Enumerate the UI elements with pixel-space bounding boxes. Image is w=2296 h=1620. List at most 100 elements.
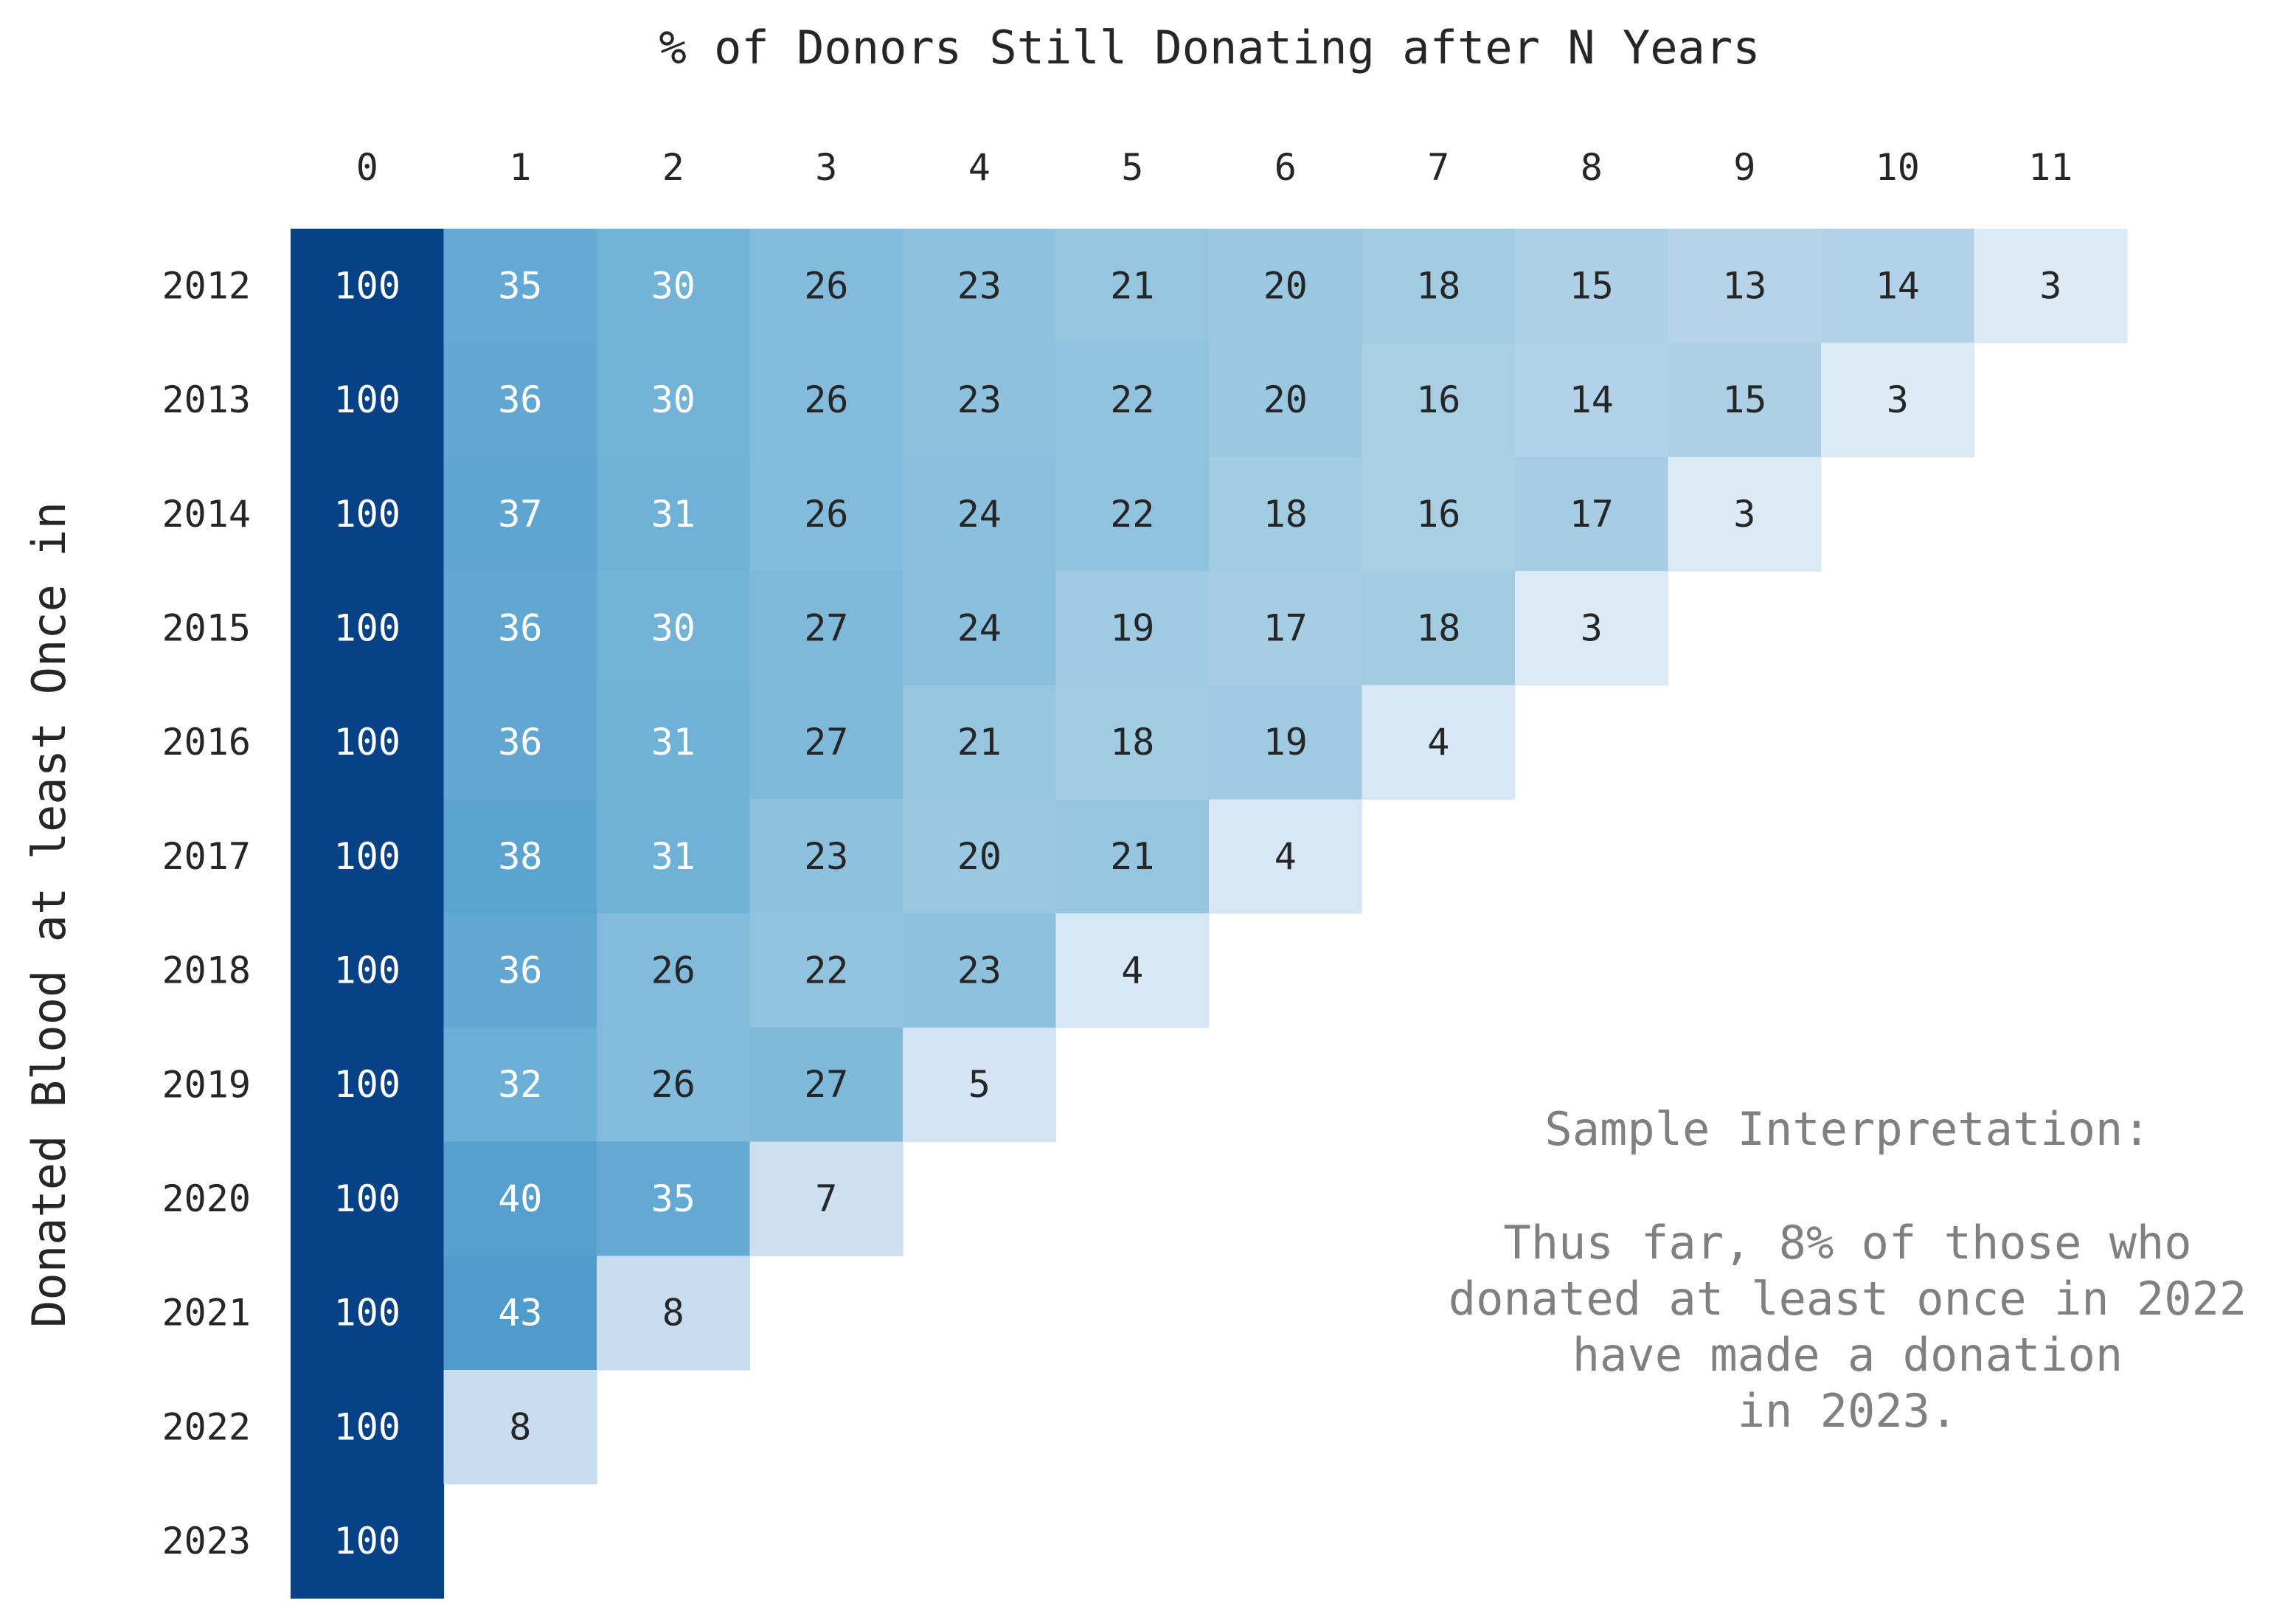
cell-value-label: 31 xyxy=(651,721,696,764)
heatmap-cell xyxy=(1821,229,1975,344)
heatmap-cell xyxy=(597,685,751,800)
cell-value-label: 26 xyxy=(804,493,848,536)
cell-value-label: 100 xyxy=(334,721,400,764)
cell-value-label: 23 xyxy=(957,264,1002,307)
heatmap-cell xyxy=(1209,342,1363,457)
heatmap-cell xyxy=(291,1256,445,1371)
cell-value-label: 3 xyxy=(1887,378,1909,421)
heatmap-cell xyxy=(291,342,445,457)
cell-value-label: 7 xyxy=(815,1177,837,1220)
heatmap-cell xyxy=(597,1141,751,1256)
x-tick-label: 1 xyxy=(509,146,531,189)
heatmap-cell xyxy=(443,799,597,914)
y-tick-label: 2020 xyxy=(162,1177,251,1220)
heatmap-cell xyxy=(1362,685,1516,800)
cell-value-label: 100 xyxy=(334,264,400,307)
x-tick-label: 6 xyxy=(1274,146,1297,189)
heatmap-cell xyxy=(903,1027,1057,1143)
x-tick-label: 7 xyxy=(1427,146,1449,189)
heatmap-cell xyxy=(597,229,751,344)
heatmap-cell xyxy=(443,913,597,1028)
heatmap-cell xyxy=(291,1141,445,1256)
cell-value-label: 18 xyxy=(1263,493,1308,536)
cell-value-label: 4 xyxy=(1274,835,1297,878)
heatmap-cell xyxy=(1055,913,1210,1028)
y-tick-label: 2012 xyxy=(162,264,251,307)
heatmap-cell xyxy=(903,229,1057,344)
heatmap-cell xyxy=(1515,571,1669,686)
cell-value-label: 100 xyxy=(334,1063,400,1106)
cell-value-label: 21 xyxy=(1110,835,1154,878)
cell-value-label: 27 xyxy=(804,1063,848,1106)
heatmap-cell xyxy=(1209,571,1363,686)
y-tick-label: 2021 xyxy=(162,1292,251,1335)
cell-value-label: 5 xyxy=(968,1063,991,1106)
cell-value-label: 18 xyxy=(1416,606,1460,649)
cell-value-label: 30 xyxy=(651,264,696,307)
cell-value-label: 20 xyxy=(1263,378,1308,421)
heatmap-cell xyxy=(903,913,1057,1028)
cell-value-label: 23 xyxy=(957,949,1002,992)
cell-value-label: 22 xyxy=(804,949,848,992)
heatmap-cell xyxy=(749,1141,904,1256)
cell-value-label: 30 xyxy=(651,378,696,421)
cell-value-label: 27 xyxy=(804,721,848,764)
heatmap-cell xyxy=(291,571,445,686)
heatmap-cell xyxy=(597,799,751,914)
cell-value-label: 100 xyxy=(334,1292,400,1335)
cell-value-label: 37 xyxy=(498,493,542,536)
heatmap-cell xyxy=(443,1141,597,1256)
heatmap-cell xyxy=(1974,229,2128,344)
cell-value-label: 36 xyxy=(498,606,542,649)
cell-value-label: 100 xyxy=(334,835,400,878)
heatmap-cell xyxy=(443,1256,597,1371)
heatmap-cell xyxy=(749,685,904,800)
x-tick-label: 0 xyxy=(356,146,378,189)
cell-value-label: 19 xyxy=(1263,721,1308,764)
cell-value-label: 31 xyxy=(651,835,696,878)
cell-value-label: 17 xyxy=(1570,493,1614,536)
cell-value-label: 21 xyxy=(1110,264,1154,307)
heatmap-cell xyxy=(291,1027,445,1143)
x-tick-label: 3 xyxy=(815,146,837,189)
heatmap-cell xyxy=(291,1370,445,1485)
y-tick-label: 2014 xyxy=(162,493,251,536)
y-tick-label: 2015 xyxy=(162,606,251,649)
cell-value-label: 15 xyxy=(1570,264,1614,307)
heatmap-cell xyxy=(443,1027,597,1143)
heatmap-cell xyxy=(1209,799,1363,914)
cell-value-label: 13 xyxy=(1722,264,1766,307)
y-axis-label: Donated Blood at least Once in xyxy=(22,502,76,1328)
cell-value-label: 19 xyxy=(1110,606,1154,649)
y-tick-label: 2023 xyxy=(162,1520,251,1562)
cell-value-label: 3 xyxy=(2039,264,2061,307)
y-tick-label: 2022 xyxy=(162,1405,251,1448)
heatmap-cell xyxy=(597,571,751,686)
sample-interpretation-annotation: Sample Interpretation: Thus far, 8% of t… xyxy=(1449,1102,2247,1438)
chart-title: % of Donors Still Donating after N Years xyxy=(659,21,1760,75)
heatmap-cell xyxy=(1209,457,1363,572)
annotation-line: in 2023. xyxy=(1738,1384,1958,1438)
heatmap-cell xyxy=(903,799,1057,914)
x-tick-label: 5 xyxy=(1121,146,1143,189)
annotation-line: Thus far, 8% of those who xyxy=(1503,1216,2191,1270)
heatmap-cell xyxy=(443,342,597,457)
x-tick-label: 9 xyxy=(1733,146,1755,189)
heatmap-cell xyxy=(903,342,1057,457)
cell-value-label: 35 xyxy=(498,264,542,307)
heatmap-cell xyxy=(903,685,1057,800)
heatmap-cell xyxy=(1055,571,1210,686)
heatmap-cell xyxy=(443,229,597,344)
heatmap-cell xyxy=(749,229,904,344)
heatmap-cell xyxy=(1055,342,1210,457)
cell-value-label: 22 xyxy=(1110,378,1154,421)
heatmap-cell xyxy=(749,457,904,572)
cell-value-label: 17 xyxy=(1263,606,1308,649)
cell-value-label: 14 xyxy=(1570,378,1614,421)
y-tick-label: 2017 xyxy=(162,835,251,878)
cell-value-label: 16 xyxy=(1416,378,1460,421)
cell-value-label: 26 xyxy=(651,1063,696,1106)
cell-value-label: 100 xyxy=(334,1177,400,1220)
heatmap-cell xyxy=(291,229,445,344)
